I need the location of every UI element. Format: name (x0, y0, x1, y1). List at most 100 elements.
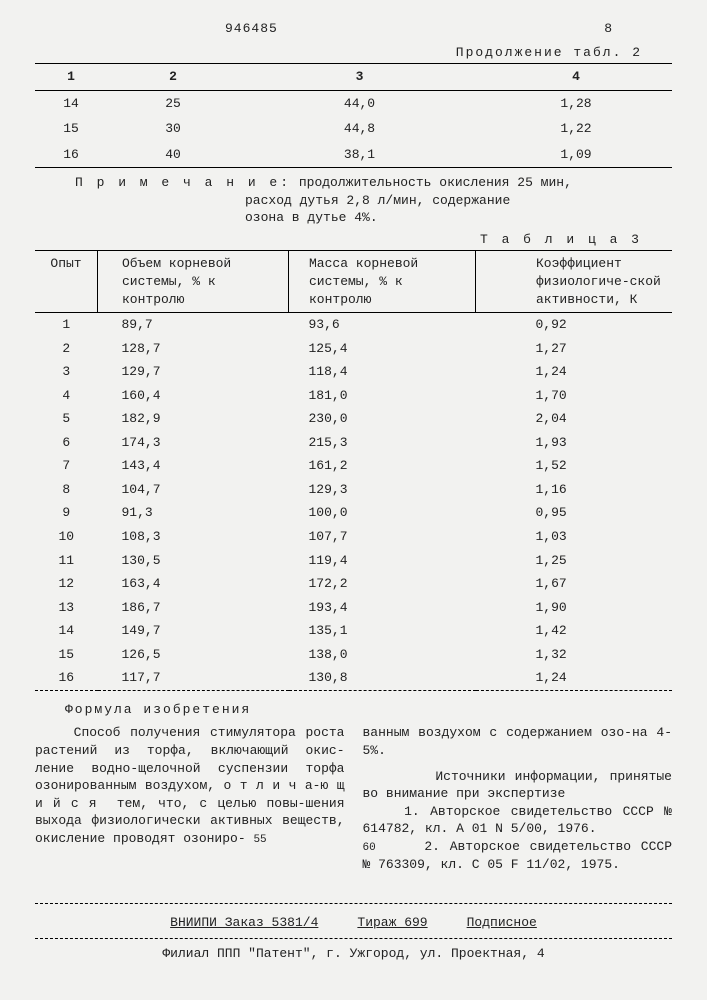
table-cell: 1,28 (480, 90, 672, 116)
table-cell: 13 (35, 596, 98, 620)
table-cell: 4 (35, 384, 98, 408)
table-cell: 14 (35, 90, 107, 116)
table-cell: 174,3 (98, 431, 289, 455)
table-row: 10108,3107,71,03 (35, 525, 672, 549)
table-row: 4160,4181,01,70 (35, 384, 672, 408)
right-text-a: ванным воздухом с содержанием озо-на 4-5… (363, 724, 673, 759)
table2-caption: Продолжение табл. 2 (35, 44, 642, 62)
right-text-d: 2. Авторское свидетельство СССР № 763309… (363, 839, 680, 872)
left-column: Способ получения стимулятора роста расте… (35, 724, 345, 873)
table-cell: 16 (35, 666, 98, 690)
table-3: Опыт Объем корневой системы, % к контрол… (35, 250, 672, 690)
line-60: 60 (363, 842, 376, 854)
table-cell: 1,24 (476, 666, 673, 690)
table-cell: 130,5 (98, 549, 289, 573)
note-line3: озона в дутье 4%. (245, 209, 672, 227)
table-row: 15126,5138,01,32 (35, 643, 672, 667)
table-cell: 107,7 (289, 525, 476, 549)
table-cell: 186,7 (98, 596, 289, 620)
table-cell: 2,04 (476, 407, 673, 431)
table-cell: 182,9 (98, 407, 289, 431)
table-cell: 119,4 (289, 549, 476, 573)
footer-tirazh: Тираж 699 (357, 915, 427, 930)
table-cell: 163,4 (98, 572, 289, 596)
table-cell: 40 (107, 142, 239, 168)
table-cell: 130,8 (289, 666, 476, 690)
table-cell: 15 (35, 643, 98, 667)
table-row: 3129,7118,41,24 (35, 360, 672, 384)
table-row: 164038,11,09 (35, 142, 672, 168)
right-text-b: Источники информации, принятые во вниман… (363, 768, 673, 803)
note-line1: продолжительность окисления 25 мин, (299, 175, 572, 190)
t2-h2: 2 (107, 64, 239, 91)
table-cell: 118,4 (289, 360, 476, 384)
t3-h3: Масса корневой системы, % к контролю (289, 251, 476, 313)
table-cell: 30 (107, 116, 239, 142)
table-cell: 149,7 (98, 619, 289, 643)
table-cell: 9 (35, 501, 98, 525)
table-row: 16117,7130,81,24 (35, 666, 672, 690)
table-row: 142544,01,28 (35, 90, 672, 116)
table-cell: 1,09 (480, 142, 672, 168)
table-cell: 2 (35, 337, 98, 361)
table-cell: 143,4 (98, 454, 289, 478)
table-row: 2128,7125,41,27 (35, 337, 672, 361)
table-cell: 44,0 (239, 90, 480, 116)
doc-number: 946485 (225, 20, 278, 38)
t2-h4: 4 (480, 64, 672, 91)
table-cell: 161,2 (289, 454, 476, 478)
table-cell: 1,42 (476, 619, 673, 643)
table-cell: 0,92 (476, 313, 673, 337)
text-columns: Способ получения стимулятора роста расте… (35, 724, 672, 873)
table-cell: 1,67 (476, 572, 673, 596)
table-row: 14149,7135,11,42 (35, 619, 672, 643)
right-column: ванным воздухом с содержанием озо-на 4-5… (363, 724, 673, 873)
table-cell: 126,5 (98, 643, 289, 667)
table-cell: 193,4 (289, 596, 476, 620)
table-cell: 135,1 (289, 619, 476, 643)
note-line2: расход дутья 2,8 л/мин, содержание (245, 192, 672, 210)
table-2: 1 2 3 4 142544,01,28153044,81,22164038,1… (35, 63, 672, 168)
t2-h3: 3 (239, 64, 480, 91)
table-cell: 125,4 (289, 337, 476, 361)
table-cell: 117,7 (98, 666, 289, 690)
table-cell: 44,8 (239, 116, 480, 142)
note-label: П р и м е ч а н и е: (75, 175, 291, 190)
table-cell: 1,90 (476, 596, 673, 620)
footer: ВНИИПИ Заказ 5381/4 Тираж 699 Подписное … (35, 903, 672, 962)
table-cell: 8 (35, 478, 98, 502)
table-cell: 1,24 (476, 360, 673, 384)
table-row: 7143,4161,21,52 (35, 454, 672, 478)
page-header: 946485 8 (35, 20, 672, 38)
left-text: Способ получения стимулятора роста расте… (35, 725, 352, 845)
table-row: 153044,81,22 (35, 116, 672, 142)
table-cell: 1,25 (476, 549, 673, 573)
table-cell: 1,22 (480, 116, 672, 142)
footer-address: Филиал ППП "Патент", г. Ужгород, ул. Про… (35, 945, 672, 963)
footer-org: ВНИИПИ Заказ 5381/4 (170, 915, 318, 930)
table-cell: 6 (35, 431, 98, 455)
table2-note: П р и м е ч а н и е: продолжительность о… (75, 174, 672, 227)
table-cell: 128,7 (98, 337, 289, 361)
t3-h1: Опыт (35, 251, 98, 313)
table-cell: 10 (35, 525, 98, 549)
table-cell: 7 (35, 454, 98, 478)
table-row: 8104,7129,31,16 (35, 478, 672, 502)
table-cell: 15 (35, 116, 107, 142)
page-number: 8 (604, 20, 612, 38)
t3-h4: Коэффициент физиологиче-ской активности,… (476, 251, 673, 313)
table-cell: 25 (107, 90, 239, 116)
table-row: 12163,4172,21,67 (35, 572, 672, 596)
table-cell: 1,03 (476, 525, 673, 549)
table3-header-row: Опыт Объем корневой системы, % к контрол… (35, 251, 672, 313)
table-cell: 160,4 (98, 384, 289, 408)
table-cell: 14 (35, 619, 98, 643)
table-cell: 1 (35, 313, 98, 337)
table-cell: 38,1 (239, 142, 480, 168)
table-cell: 1,16 (476, 478, 673, 502)
table-cell: 89,7 (98, 313, 289, 337)
table-cell: 1,93 (476, 431, 673, 455)
table-cell: 138,0 (289, 643, 476, 667)
table-cell: 5 (35, 407, 98, 431)
table-cell: 12 (35, 572, 98, 596)
